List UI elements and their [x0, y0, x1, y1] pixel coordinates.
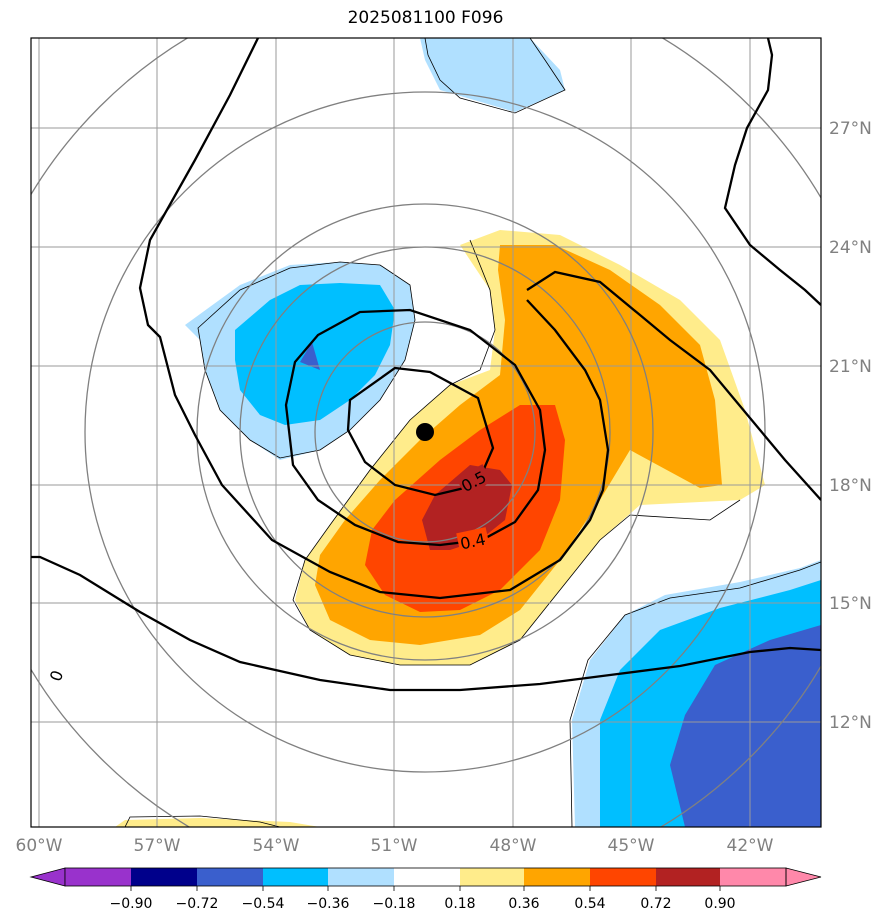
positive-shading: [115, 230, 765, 827]
lon-tick-label: 51°W: [371, 836, 418, 856]
range-rings: [31, 38, 821, 827]
colorbar-segment: [394, 868, 460, 886]
black-contours: [31, 38, 821, 692]
colorbar-tick-label: 0.90: [704, 896, 735, 912]
lat-tick-label: 21°N: [829, 357, 872, 377]
negative-shading: [185, 38, 821, 827]
colorbar-tick-label: −0.72: [176, 896, 219, 912]
colorbar-tick-label: −0.36: [307, 896, 350, 912]
colorbar-segment: [131, 868, 197, 886]
shade-neg-west-core: [300, 342, 320, 370]
map-panel: 0.5 0.4 0: [31, 38, 821, 827]
colorbar-tick-label: −0.54: [242, 896, 285, 912]
colorbar-segment: [720, 868, 786, 886]
colorbar-ticks: [130, 886, 721, 891]
latitude-labels: 27°N 24°N 21°N 18°N 15°N 12°N: [829, 119, 872, 733]
lon-tick-label: 48°W: [490, 836, 537, 856]
lon-tick-label: 42°W: [727, 836, 774, 856]
lat-tick-label: 12°N: [829, 713, 872, 733]
lat-tick-label: 27°N: [829, 119, 872, 139]
shade-pos-south: [115, 818, 320, 827]
lat-tick-label: 15°N: [829, 594, 872, 614]
colorbar-segment: [65, 868, 131, 886]
colorbar-extend-low: [29, 867, 66, 887]
lat-tick-label: 18°N: [829, 476, 872, 496]
colorbar-extend-high: [785, 867, 822, 887]
lon-tick-label: 45°W: [608, 836, 655, 856]
colorbar-tick-label: 0.54: [574, 896, 605, 912]
colorbar-segment: [197, 868, 263, 886]
storm-center-marker: [416, 423, 434, 441]
lon-tick-label: 54°W: [253, 836, 300, 856]
map-title: 2025081100 F096: [347, 8, 504, 28]
colorbar-segment: [524, 868, 590, 886]
lon-tick-label: 60°W: [16, 836, 63, 856]
colorbar-segment: [263, 868, 328, 886]
colorbar-tick-label: 0.18: [444, 896, 475, 912]
contour-label: 0.4: [458, 530, 487, 554]
shade-neg-se-core: [670, 625, 821, 827]
lat-tick-label: 24°N: [829, 238, 872, 258]
shading-outlines: [124, 38, 821, 827]
colorbar-tick-label: −0.90: [110, 896, 153, 912]
gridlines: [31, 38, 821, 827]
colorbar-tick-label: 0.72: [640, 896, 671, 912]
contour-labels: 0.5 0.4 0: [46, 464, 492, 684]
colorbar: −0.90 −0.72 −0.54 −0.36 −0.18 0.18 0.36 …: [29, 867, 822, 912]
colorbar-frame: [64, 867, 787, 887]
colorbar-segment: [656, 868, 720, 886]
lon-tick-label: 57°W: [134, 836, 181, 856]
colorbar-tick-label: 0.36: [508, 896, 539, 912]
colorbar-segment: [590, 868, 656, 886]
colorbar-segment: [328, 868, 394, 886]
colorbar-segment: [460, 868, 524, 886]
longitude-labels: 60°W 57°W 54°W 51°W 48°W 45°W 42°W: [16, 836, 774, 856]
map-frame: [30, 37, 822, 828]
shade-pos-band-darkred: [422, 465, 512, 550]
colorbar-tick-label: −0.18: [373, 896, 416, 912]
